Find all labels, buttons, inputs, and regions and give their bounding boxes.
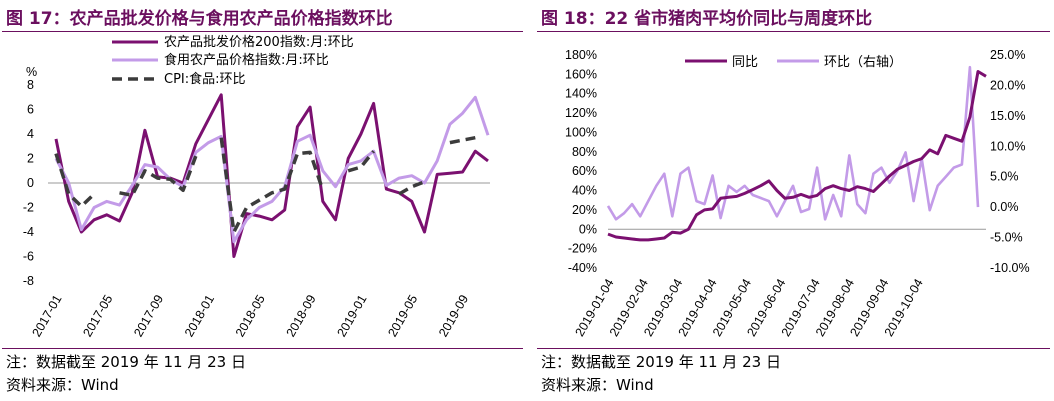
x-tick-label: 2017-09 xyxy=(131,292,166,339)
chart-title: 图 18：22 省市猪肉平均价同比与周度环比 xyxy=(541,9,873,29)
series-line-1 xyxy=(54,93,489,258)
footer-divider xyxy=(2,348,523,349)
series-line-3 xyxy=(54,135,476,234)
y-left-tick-label: 160% xyxy=(565,67,597,81)
chart-note: 注：数据截至 2019 年 11 月 23 日 xyxy=(541,353,781,371)
x-tick-label: 2018-09 xyxy=(284,292,319,339)
y-right-tick-label: -10.0% xyxy=(990,261,1030,275)
series-line-yoy xyxy=(607,70,987,242)
y-right-tick-label: 0.0% xyxy=(990,200,1019,214)
y-tick-label: 8 xyxy=(27,78,34,92)
y-tick-label: 6 xyxy=(27,103,34,117)
y-left-tick-label: 40% xyxy=(572,184,597,198)
chart-panel-right: 图 18：22 省市猪肉平均价同比与周度环比 -40% -20% 0% 20% 40% 6… xyxy=(535,0,1054,401)
y-left-tick-label: 0% xyxy=(579,222,597,236)
legend-label: 环比（右轴） xyxy=(824,55,902,70)
footer-divider xyxy=(537,348,1050,349)
x-tick-label: 2018-05 xyxy=(233,292,268,339)
y-right-tick-label: -5.0% xyxy=(990,231,1023,245)
y-tick-label: 2 xyxy=(27,152,34,166)
series-line-2 xyxy=(54,95,490,244)
x-tick-label: 2019-01 xyxy=(334,292,369,339)
chart-title: 图 17：农产品批发价格与食用农产品价格指数环比 xyxy=(6,9,393,29)
legend-label: CPI:食品:环比 xyxy=(164,71,246,87)
chart-source: 资料来源：Wind xyxy=(6,376,119,394)
y-right-tick-label: 25.0% xyxy=(990,48,1025,62)
x-tick-label: 2017-05 xyxy=(80,292,115,339)
y-tick-label: -6 xyxy=(23,250,34,264)
y-left-tick-label: 80% xyxy=(572,145,597,159)
y-tick-label: -2 xyxy=(23,201,34,215)
title-divider xyxy=(537,31,1050,32)
chart-note: 注：数据截至 2019 年 11 月 23 日 xyxy=(6,353,246,371)
title-divider xyxy=(2,31,523,32)
y-left-tick-label: 180% xyxy=(565,48,597,62)
x-tick-label: 2017-01 xyxy=(30,292,65,339)
y-right-tick-label: 5.0% xyxy=(990,170,1019,184)
chart-source: 资料来源：Wind xyxy=(541,376,654,394)
y-left-tick-label: 60% xyxy=(572,164,597,178)
y-left-tick-label: -40% xyxy=(568,261,597,275)
y-left-tick-label: -20% xyxy=(568,242,597,256)
y-left-tick-label: 100% xyxy=(565,125,597,139)
chart-left-svg: % -8 -6 -4 -2 0 2 4 6 8 2017-01 2017-05 2017-09 2018-… xyxy=(23,34,490,339)
legend-label: 同比 xyxy=(732,55,758,70)
x-tick-label: 2019-05 xyxy=(385,292,420,339)
y-right-tick-label: 20.0% xyxy=(990,78,1025,92)
chart-right-svg: -40% -20% 0% 20% 40% 60% 80% 100% 120% 140% 160% 18… xyxy=(565,48,1030,339)
y-tick-label: -4 xyxy=(23,225,34,239)
y-right-tick-label: 15.0% xyxy=(990,109,1025,123)
legend-label: 农产品批发价格200指数:月:环比 xyxy=(164,34,354,50)
y-tick-label: -8 xyxy=(23,274,34,288)
y-unit-label: % xyxy=(26,65,37,79)
legend-label: 食用农产品价格指数:月:环比 xyxy=(164,52,329,68)
y-right-tick-label: 10.0% xyxy=(990,139,1025,153)
y-left-tick-label: 140% xyxy=(565,87,597,101)
y-left-tick-label: 20% xyxy=(572,203,597,217)
x-tick-label: 2018-01 xyxy=(182,292,217,339)
x-tick-label: 2019-09 xyxy=(436,292,471,339)
y-tick-label: 0 xyxy=(27,176,34,190)
chart-panel-left: 图 17：农产品批发价格与食用农产品价格指数环比 % -8 -6 -4 -2 0 2 4 6 8 2… xyxy=(2,9,523,394)
y-tick-label: 4 xyxy=(27,127,34,141)
y-left-tick-label: 120% xyxy=(565,106,597,120)
series-line-mom xyxy=(606,65,980,221)
